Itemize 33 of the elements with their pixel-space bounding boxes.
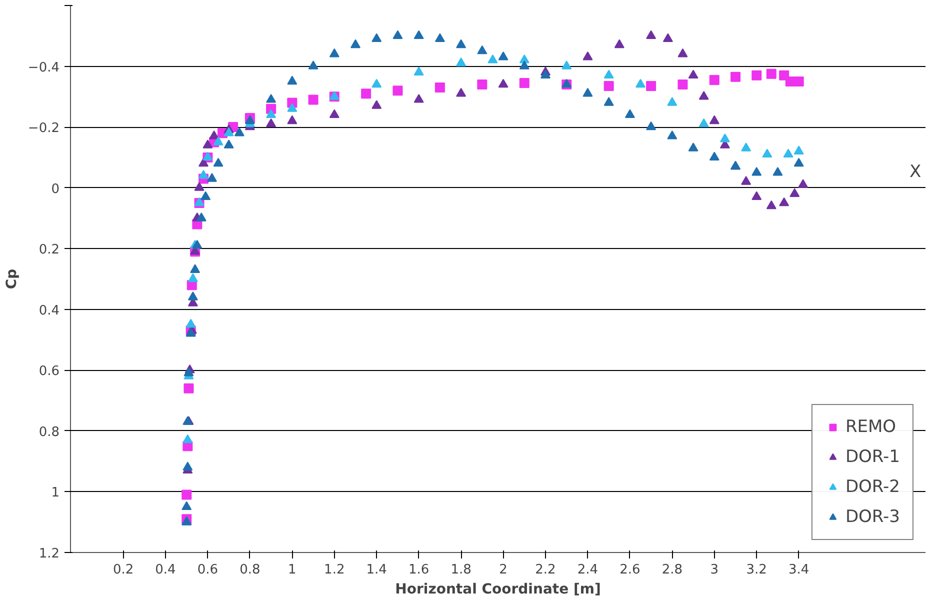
x-tick-label: 0.6	[197, 562, 218, 578]
x-tick-label: 0.8	[240, 562, 260, 578]
x-tick-label: 2	[499, 562, 508, 578]
x-tick-label: 1.4	[366, 562, 387, 578]
y-tick-label: 0.6	[38, 364, 60, 380]
x-tick-label: 2.2	[535, 562, 556, 578]
x-tick-label: 2.6	[620, 562, 640, 578]
y-tick-label: −0.2	[28, 121, 60, 136]
x-tick-label: 2.4	[577, 562, 598, 578]
y-tick-label: −0.4	[28, 60, 60, 76]
legend-label: DOR-3	[845, 507, 900, 527]
x-tick-label: 3.2	[746, 562, 767, 578]
x-tick-label: 0.2	[112, 562, 134, 578]
y-tick-label: 0.8	[38, 424, 60, 440]
x-tick-label: 1.2	[324, 562, 345, 578]
legend-label: DOR-2	[845, 477, 900, 497]
y-tick-label: 1.2	[38, 546, 60, 562]
y-axis-title: Cp	[4, 268, 20, 290]
x-tick-label: 3	[710, 562, 719, 578]
legend-label: DOR-1	[845, 447, 900, 467]
x-axis-title: Horizontal Coordinate [m]	[395, 582, 601, 598]
x-tick-label: 0.4	[155, 562, 176, 578]
x-tick-label: 3.4	[788, 562, 810, 578]
y-tick-label: 0.2	[38, 242, 60, 258]
y-tick-label: 1	[51, 486, 60, 501]
annotation: X	[910, 162, 922, 182]
x-tick-label: 1.6	[408, 562, 430, 578]
y-tick-label: 0.4	[38, 303, 60, 318]
x-tick-label: 1.8	[450, 562, 472, 578]
x-tick-label: 2.8	[662, 562, 683, 578]
y-tick-label: 0	[51, 182, 60, 197]
x-tick-label: 1	[288, 562, 296, 578]
legend-label: REMO	[845, 417, 896, 437]
